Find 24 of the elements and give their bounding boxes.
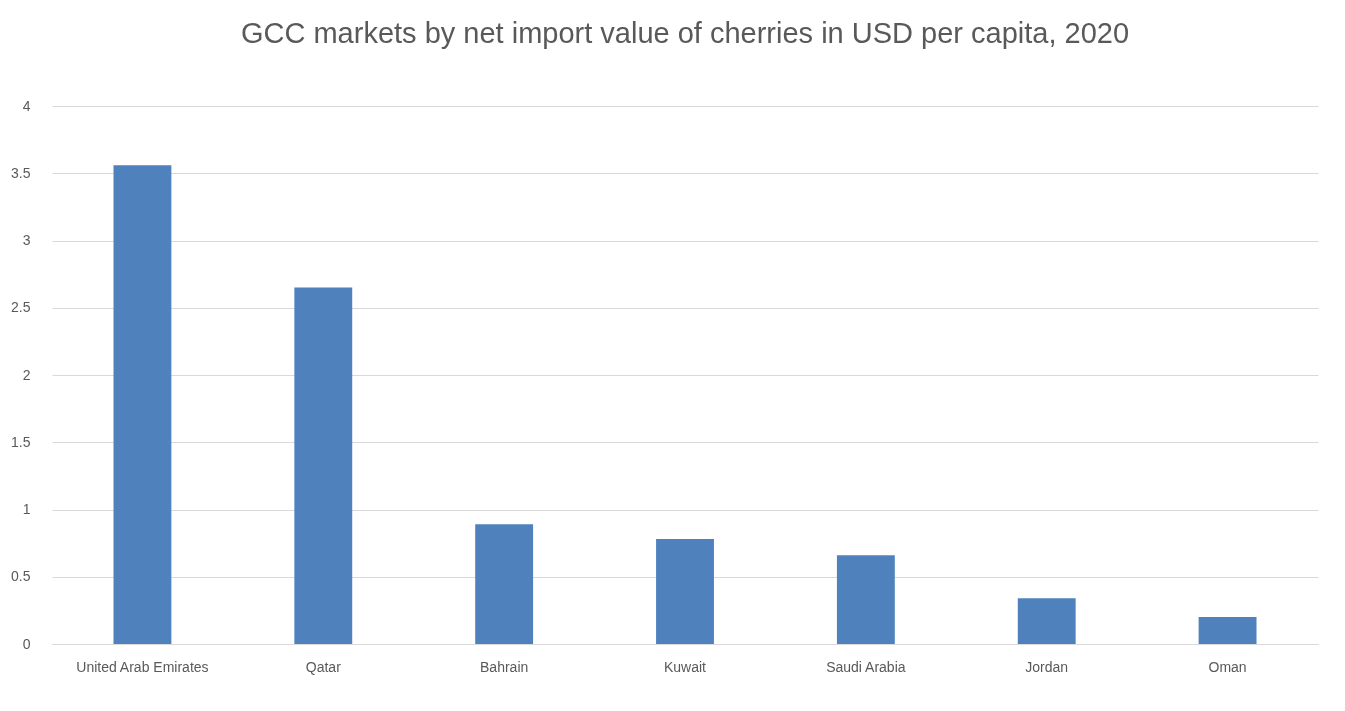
y-tick-label: 3 (22, 232, 31, 248)
x-tick-label: Kuwait (663, 658, 707, 675)
y-tick-label: 0.5 (11, 568, 31, 585)
x-tick-label: United Arab Emirates (76, 658, 209, 675)
bar (836, 555, 895, 644)
x-tick-label: Oman (1208, 658, 1247, 675)
y-tick-label: 4 (22, 97, 31, 114)
bar (656, 539, 714, 644)
bar (294, 287, 353, 644)
x-tick-label: Bahrain (480, 658, 529, 675)
bar (1017, 598, 1076, 644)
chart-title: GCC markets by net import value of cherries in USD per capita, 2020 (240, 17, 1130, 49)
y-tick-label: 2 (22, 366, 31, 383)
y-tick-label: 0 (22, 635, 31, 652)
y-tick-label: 3.5 (11, 164, 31, 181)
x-tick-label: Qatar (305, 658, 342, 675)
y-tick-label: 1 (22, 501, 31, 517)
bar (475, 524, 534, 644)
x-tick-label: Jordan (1025, 658, 1069, 675)
x-tick-label: Saudi Arabia (826, 658, 906, 675)
bar (1198, 617, 1257, 644)
y-tick-label: 1.5 (11, 433, 31, 450)
bar (113, 165, 172, 644)
y-tick-label: 2.5 (11, 299, 31, 316)
